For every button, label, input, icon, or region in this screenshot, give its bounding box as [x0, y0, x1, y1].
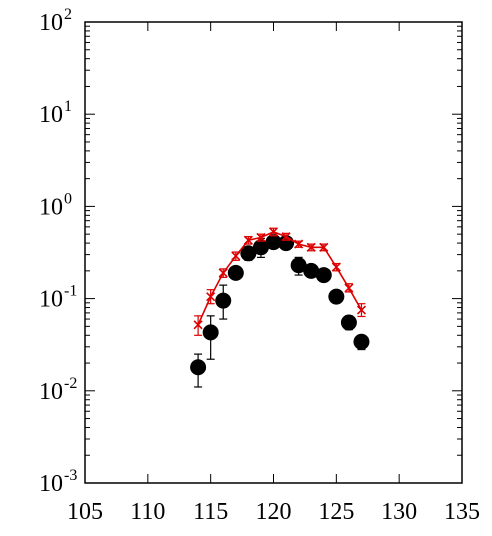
data-point	[231, 251, 241, 261]
data-point	[331, 262, 341, 272]
data-point	[353, 333, 370, 350]
axis-ticks	[84, 21, 463, 484]
y-tick-base: 10	[39, 10, 63, 36]
y-tick-exponent: 0	[64, 190, 72, 207]
data-point	[268, 227, 279, 237]
series-0	[190, 234, 370, 388]
x-tick-label: 115	[193, 499, 228, 525]
data-point	[290, 257, 307, 274]
y-tick-base: 10	[39, 471, 63, 497]
x-tick-label: 120	[256, 499, 292, 525]
data-point	[227, 264, 244, 281]
plot-frame	[84, 21, 463, 484]
marker-stroke	[206, 292, 216, 302]
y-tick-exponent: 1	[64, 98, 72, 115]
y-tick-label: 10	[39, 471, 63, 497]
data-point	[356, 305, 367, 315]
marker-stroke	[218, 268, 228, 278]
data-point	[265, 234, 282, 251]
data-point	[218, 268, 228, 278]
y-tick-label: 10	[39, 10, 63, 36]
y-tick-base: 10	[39, 194, 63, 220]
data-point	[243, 235, 253, 245]
series-layer	[190, 227, 370, 388]
marker-stroke	[256, 232, 266, 243]
marker-stroke	[306, 242, 316, 252]
data-point	[202, 324, 219, 341]
data-point	[315, 267, 332, 284]
data-point	[190, 359, 207, 376]
marker-stroke	[294, 239, 304, 249]
data-point	[340, 314, 357, 331]
y-tick-exponent: -2	[64, 375, 77, 392]
y-tick-exponent: -1	[64, 283, 77, 300]
data-point	[215, 292, 232, 309]
data-point	[303, 262, 320, 279]
y-tick-label: 10	[39, 287, 63, 313]
marker-stroke	[243, 235, 253, 245]
data-point	[319, 242, 329, 252]
data-point	[306, 242, 316, 252]
y-tick-label: 10	[39, 379, 63, 405]
x-tick-label: 125	[318, 499, 354, 525]
x-tick-label: 105	[67, 499, 103, 525]
data-point	[328, 288, 345, 305]
marker-stroke	[281, 232, 291, 242]
series-1	[193, 227, 367, 336]
x-tick-label: 135	[444, 499, 480, 525]
data-point	[193, 320, 203, 330]
x-tick-label: 130	[381, 499, 417, 525]
data-point	[281, 232, 291, 242]
data-point	[256, 232, 266, 243]
y-tick-exponent: -3	[64, 467, 77, 484]
marker-stroke	[344, 283, 354, 293]
marker-stroke	[331, 262, 341, 272]
x-tick-labels: 105 110 115 120 125 130 135	[67, 499, 480, 525]
data-point	[206, 292, 216, 302]
data-point	[240, 245, 257, 262]
marker-stroke	[319, 242, 329, 252]
data-point	[294, 239, 304, 249]
data-point	[344, 283, 354, 293]
y-tick-base: 10	[39, 102, 63, 128]
data-point	[252, 239, 269, 256]
y-tick-label: 10	[39, 194, 63, 220]
marker-stroke	[231, 251, 241, 261]
marker-stroke	[193, 320, 203, 330]
y-tick-base: 10	[39, 379, 63, 405]
y-tick-label: 10	[39, 102, 63, 128]
marker-stroke	[268, 227, 279, 237]
x-tick-label: 110	[130, 499, 165, 525]
y-tick-base: 10	[39, 287, 63, 313]
marker-stroke	[356, 305, 367, 315]
y-tick-exponent: 2	[64, 6, 72, 23]
